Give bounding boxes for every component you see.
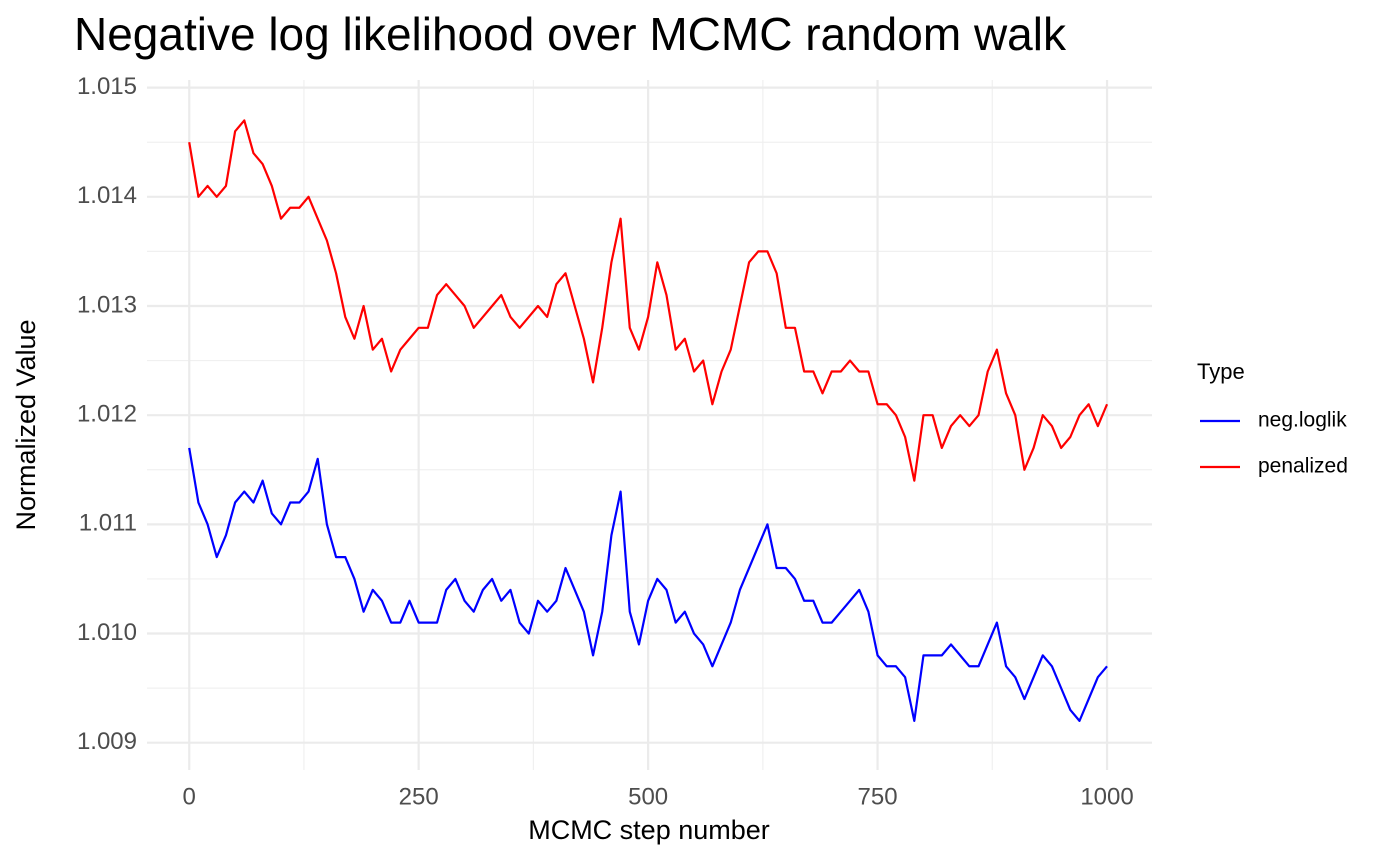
y-tick-label: 1.012 [77, 401, 137, 428]
x-tick-label: 0 [183, 783, 196, 810]
x-axis-label: MCMC step number [528, 815, 770, 845]
x-tick-label: 500 [628, 783, 668, 810]
y-tick-label: 1.010 [77, 619, 137, 646]
x-tick-label: 250 [399, 783, 439, 810]
x-tick-label: 750 [858, 783, 898, 810]
y-tick-label: 1.014 [77, 182, 137, 209]
legend-label: penalized [1258, 455, 1348, 478]
y-tick-label: 1.011 [79, 510, 137, 537]
y-axis-label: Normalized Value [11, 319, 41, 530]
x-tick-label: 1000 [1080, 783, 1133, 810]
series-line [188, 119, 1109, 482]
chart-title: Negative log likelihood over MCMC random… [74, 8, 1067, 60]
y-tick-label: 1.015 [77, 73, 137, 100]
y-tick-label: 1.013 [77, 291, 137, 318]
y-tick-label: 1.009 [77, 728, 137, 755]
legend-title: Type [1197, 359, 1245, 384]
series-line [188, 447, 1108, 722]
legend-label: neg.loglik [1258, 409, 1347, 432]
